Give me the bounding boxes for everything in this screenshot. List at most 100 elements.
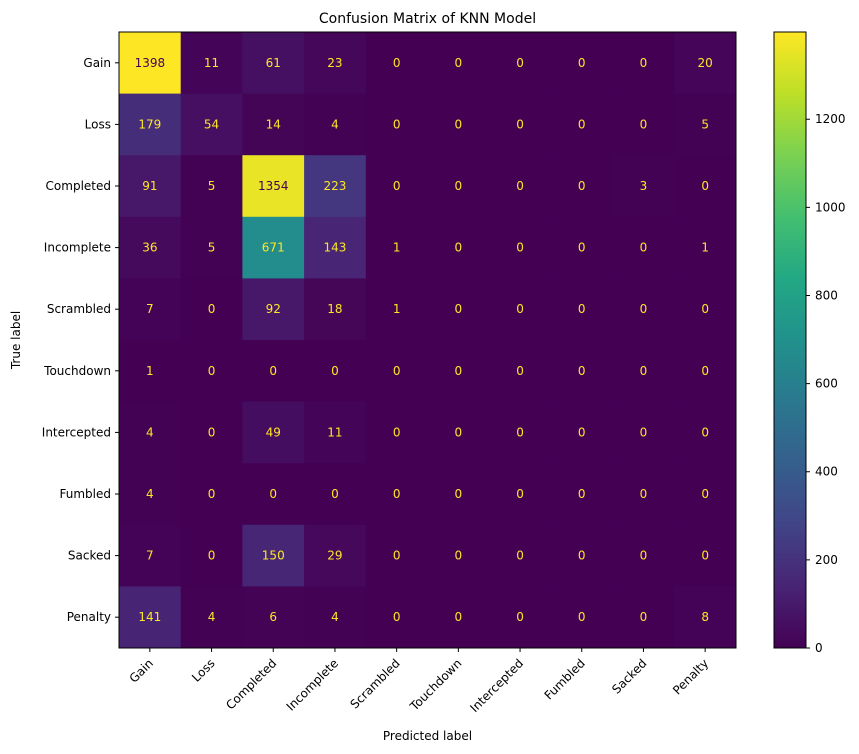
matrix-cell (242, 32, 305, 95)
colorbar-tick-label: 1000 (815, 200, 846, 214)
matrix-cell (489, 93, 552, 156)
y-tick-label: Sacked (68, 549, 111, 563)
matrix-cell (304, 340, 367, 403)
cell-value-label: 0 (516, 487, 524, 501)
matrix-cell (489, 524, 552, 587)
x-tick-label: Incomplete (284, 656, 341, 713)
cell-value-label: 0 (331, 364, 339, 378)
matrix-cell (180, 586, 243, 649)
cell-value-label: 0 (269, 487, 277, 501)
matrix-cell (489, 401, 552, 464)
matrix-cell (119, 401, 182, 464)
x-tick-label: Scrambled (348, 656, 403, 711)
colorbar-tick-label: 0 (815, 641, 823, 655)
cell-value-label: 0 (393, 425, 401, 439)
matrix-cell (427, 401, 490, 464)
y-tick-label: Intercepted (42, 425, 111, 439)
cell-value-label: 223 (323, 179, 346, 193)
y-tick-label: Gain (83, 56, 111, 70)
cell-value-label: 0 (393, 56, 401, 70)
matrix-cell (427, 278, 490, 341)
matrix-cell (612, 586, 675, 649)
matrix-cell (427, 463, 490, 526)
chart-title: Confusion Matrix of KNN Model (319, 11, 536, 27)
matrix-cell (550, 155, 614, 218)
cell-value-label: 0 (208, 364, 216, 378)
matrix-cell (304, 216, 367, 279)
cell-value-label: 0 (578, 56, 586, 70)
cell-value-label: 0 (516, 425, 524, 439)
cell-value-label: 0 (578, 610, 586, 624)
cell-value-label: 0 (578, 302, 586, 316)
cell-value-label: 0 (208, 549, 216, 563)
cell-value-label: 14 (266, 117, 281, 131)
matrix-cell (304, 155, 367, 218)
colorbar-tick-label: 1200 (815, 112, 846, 126)
cell-value-label: 150 (262, 549, 285, 563)
matrix-cell (612, 463, 675, 526)
cell-value-label: 0 (701, 364, 709, 378)
matrix-cell (550, 216, 614, 279)
cell-value-label: 0 (393, 487, 401, 501)
y-axis-title: True label (9, 311, 23, 370)
matrix-cell (550, 401, 614, 464)
matrix-cell (489, 463, 552, 526)
matrix-cell (674, 155, 737, 218)
x-axis-ticks: Gain Loss Completed Incomplete Scrambled Touc… (127, 648, 711, 715)
matrix-cell (180, 216, 243, 279)
matrix-cell (612, 32, 675, 95)
y-tick-label: Penalty (67, 610, 111, 624)
matrix-cell (119, 93, 182, 156)
cell-value-label: 5 (208, 179, 216, 193)
matrix-cell (550, 278, 614, 341)
matrix-cell (489, 32, 552, 95)
x-tick-label: Completed (223, 656, 279, 712)
cell-value-label: 1 (701, 241, 709, 255)
matrix-cell (304, 586, 367, 649)
matrix-cell (242, 155, 305, 218)
cell-value-label: 0 (455, 610, 463, 624)
x-tick-label: Fumbled (542, 656, 588, 702)
x-tick-label: Penalty (670, 656, 711, 697)
cell-value-label: 54 (204, 117, 219, 131)
colorbar-ticks: 0 200 400 600 800 1000 1200 (806, 112, 846, 655)
matrix-cell (242, 216, 305, 279)
matrix-cell (365, 216, 428, 279)
matrix-cell (674, 93, 737, 156)
matrix-cell (365, 278, 428, 341)
x-tick-label: Touchdown (407, 656, 465, 714)
matrix-cell (612, 155, 675, 218)
plot-frame (118, 31, 737, 649)
matrix-cell (674, 278, 737, 341)
matrix-cell (612, 340, 675, 403)
matrix-cell (550, 32, 614, 95)
matrix-cell (612, 216, 675, 279)
matrix-cell (489, 586, 552, 649)
cell-value-label: 0 (208, 487, 216, 501)
cell-value-label: 0 (701, 302, 709, 316)
colorbar-tick-label: 400 (815, 465, 838, 479)
matrix-cell (365, 401, 428, 464)
y-tick-label: Touchdown (43, 364, 111, 378)
y-tick-label: Incomplete (44, 241, 111, 255)
matrix-cell (674, 340, 737, 403)
matrix-cell (427, 524, 490, 587)
colorbar-tick-label: 600 (815, 377, 838, 391)
cell-value-label: 0 (516, 117, 524, 131)
matrix-cell (365, 93, 428, 156)
matrix-cell (119, 586, 182, 649)
matrix-cell (427, 93, 490, 156)
matrix-cell (242, 524, 305, 587)
matrix-cell (612, 401, 675, 464)
cell-value-label: 0 (455, 117, 463, 131)
matrix-cell (674, 524, 737, 587)
cell-value-label: 0 (701, 549, 709, 563)
cell-value-label: 1354 (258, 179, 289, 193)
matrix-cell (119, 463, 182, 526)
cell-value-label: 0 (578, 364, 586, 378)
cell-value-label: 4 (331, 117, 339, 131)
matrix-cell (489, 278, 552, 341)
cell-value-label: 0 (455, 487, 463, 501)
cell-value-label: 0 (701, 425, 709, 439)
